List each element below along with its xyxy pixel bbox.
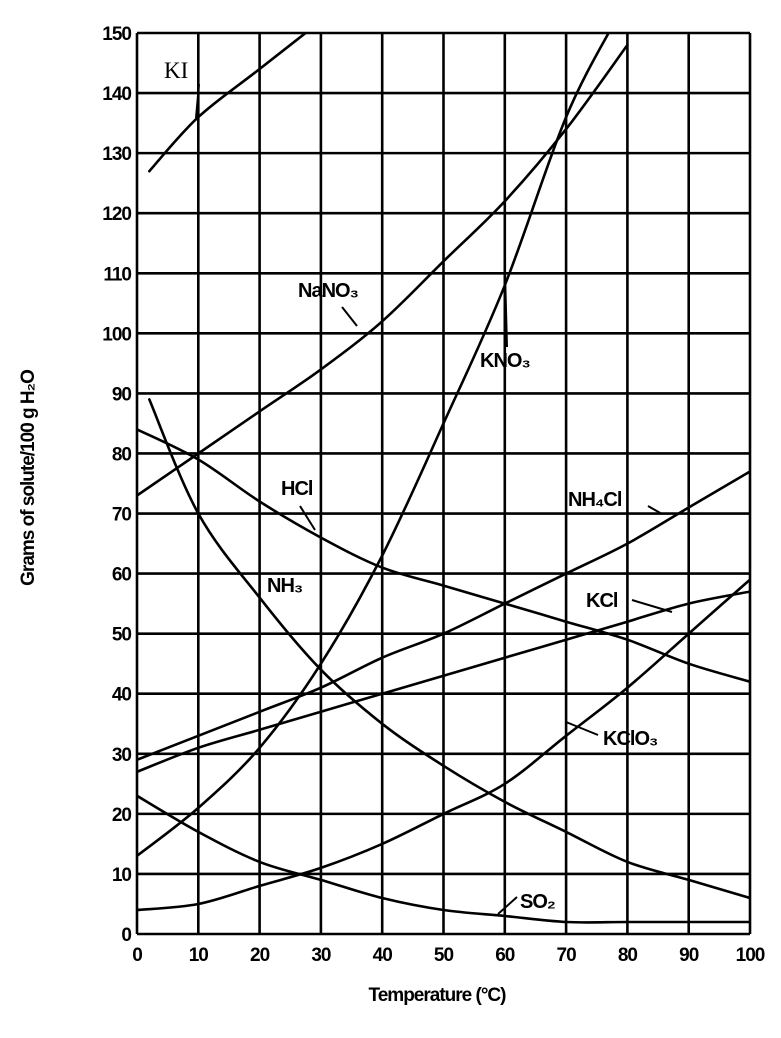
y-tick-label: 100 bbox=[102, 324, 131, 345]
y-tick-label: 140 bbox=[102, 84, 131, 105]
label-SO2: SO₂ bbox=[520, 891, 555, 913]
curves bbox=[137, 33, 750, 924]
y-tick-label: 40 bbox=[112, 685, 132, 706]
series-line-6 bbox=[137, 590, 750, 774]
x-tick-label: 50 bbox=[434, 945, 454, 966]
y-tick-label: 0 bbox=[121, 925, 131, 946]
y-tick-label: 130 bbox=[102, 144, 131, 165]
leader-KClO3 bbox=[565, 721, 599, 736]
label-KI: KI bbox=[164, 58, 188, 83]
x-tick-label: 100 bbox=[736, 945, 765, 966]
leader-KI bbox=[195, 83, 200, 119]
leader-NH4Cl bbox=[647, 505, 663, 515]
y-tick-label: 110 bbox=[103, 264, 131, 285]
label-leaders bbox=[195, 83, 673, 915]
leader-KCl bbox=[631, 599, 673, 613]
y-tick-label: 70 bbox=[112, 505, 132, 526]
leader-HCl bbox=[299, 505, 316, 531]
label-NH4Cl: NH₄Cl bbox=[568, 489, 622, 511]
curve-labels: KI NaNO₃ KNO₃ HCl NH₄Cl NH₃ KCl KClO₃ SO… bbox=[164, 58, 659, 913]
x-tick-label: 70 bbox=[557, 945, 577, 966]
label-NaNO3: NaNO₃ bbox=[298, 280, 359, 302]
y-tick-label: 150 bbox=[102, 24, 131, 45]
x-tick-label: 10 bbox=[189, 945, 209, 966]
series-line-2 bbox=[137, 33, 611, 858]
y-tick-label: 50 bbox=[112, 625, 132, 646]
x-tick-label: 0 bbox=[132, 945, 142, 966]
label-NH3: NH₃ bbox=[267, 575, 303, 597]
x-tick-label: 30 bbox=[311, 945, 331, 966]
series-line-8 bbox=[137, 794, 750, 924]
x-tick-label: 40 bbox=[373, 945, 393, 966]
grid bbox=[135, 31, 752, 936]
y-axis-title: Grams of solute/100 g H₂O bbox=[18, 370, 39, 586]
y-tick-label: 30 bbox=[112, 745, 132, 766]
x-tick-label: 90 bbox=[679, 945, 699, 966]
leader-NaNO3 bbox=[341, 306, 358, 327]
label-KCl: KCl bbox=[586, 590, 618, 612]
x-tick-label: 20 bbox=[250, 945, 270, 966]
series-line-3 bbox=[137, 428, 750, 683]
y-tick-label: 90 bbox=[112, 384, 132, 405]
series-line-4 bbox=[137, 470, 750, 762]
y-tick-label: 10 bbox=[112, 865, 132, 886]
y-tick-label: 120 bbox=[102, 204, 131, 225]
x-tick-labels: 0 10 20 30 40 50 60 70 80 90 100 bbox=[132, 945, 766, 966]
label-KNO3: KNO₃ bbox=[480, 350, 530, 372]
series-line-0 bbox=[148, 33, 308, 173]
series-line-5 bbox=[148, 398, 750, 900]
label-KClO3: KClO₃ bbox=[603, 728, 658, 750]
leader-KNO3 bbox=[504, 271, 508, 348]
y-tick-label: 20 bbox=[112, 805, 132, 826]
series-line-7 bbox=[137, 578, 750, 912]
x-tick-label: 60 bbox=[495, 945, 515, 966]
y-tick-label: 80 bbox=[112, 444, 132, 465]
y-tick-labels: 0 10 20 30 40 50 60 70 80 90 100 110 120 130 140 150 bbox=[102, 24, 132, 946]
x-axis-title: Temperature (°C) bbox=[369, 985, 507, 1006]
y-tick-label: 60 bbox=[112, 565, 132, 586]
x-tick-label: 80 bbox=[618, 945, 638, 966]
label-HCl: HCl bbox=[281, 478, 313, 500]
leader-SO2 bbox=[497, 896, 518, 915]
